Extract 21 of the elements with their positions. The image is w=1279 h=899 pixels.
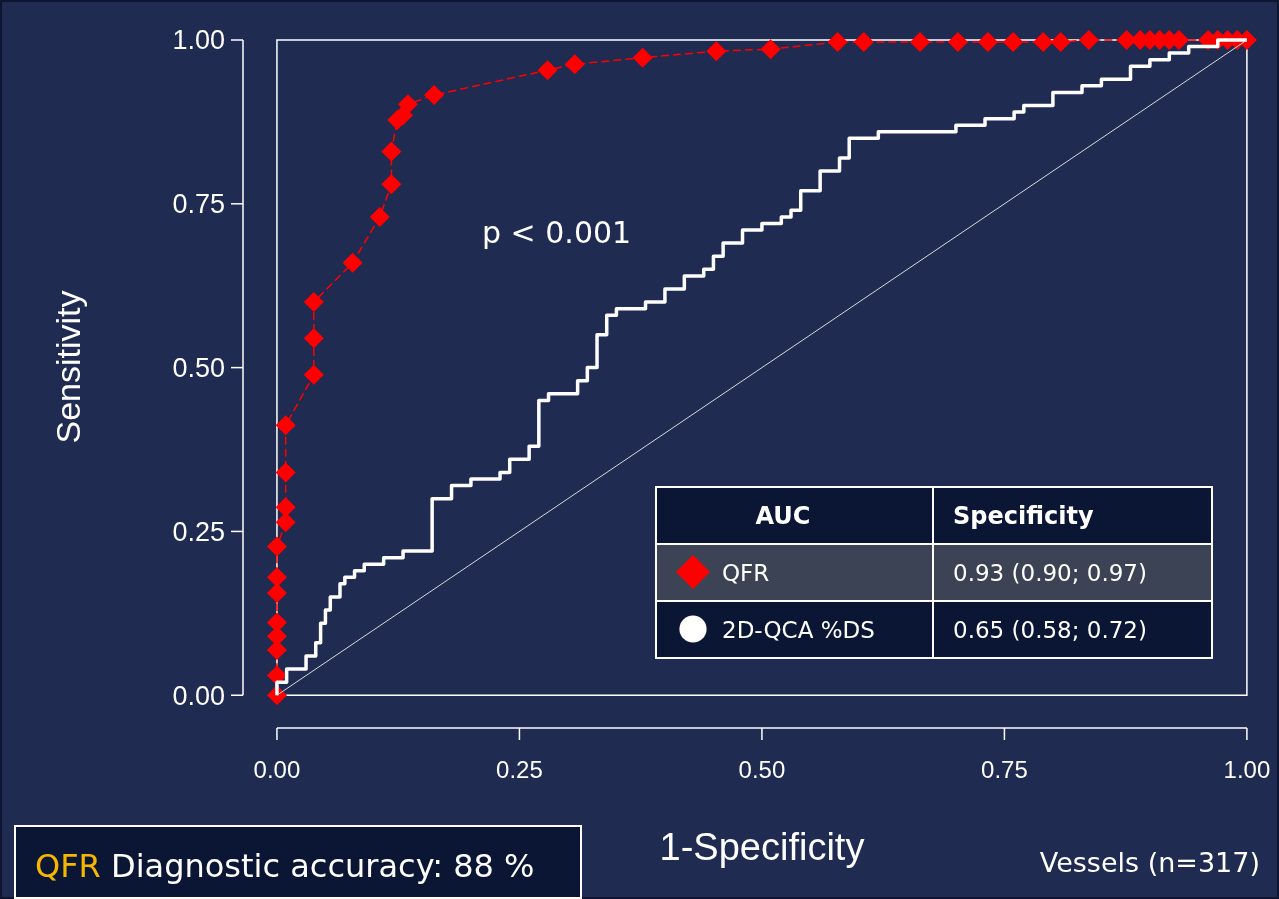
y-tick-label: 0.25: [172, 516, 225, 547]
x-tick-label: 0.75: [981, 756, 1028, 783]
legend-label: 2D-QCA %DS: [722, 617, 875, 643]
legend-title: AUC: [755, 502, 811, 530]
text: QFR Diagnostic accuracy: 88 %: [35, 847, 535, 885]
annotation: 0.65 (0.58; 0.72): [953, 617, 1147, 643]
annotation: p < 0.001: [482, 215, 632, 250]
x-tick-label: 0.00: [253, 756, 301, 783]
x-tick-label: 0.25: [496, 756, 543, 783]
x-axis-title: 1-Specificity: [659, 826, 865, 868]
y-tick-label: 0.75: [172, 189, 225, 220]
x-tick-label: 1.00: [1223, 756, 1271, 783]
text: Vessels (n=317): [1039, 847, 1260, 878]
legend-label: QFR: [722, 560, 770, 586]
y-tick-label: 0.00: [172, 680, 225, 711]
x-tick-label: 0.50: [738, 756, 786, 783]
y-tick-label: 1.00: [172, 25, 225, 56]
annotation: Specificity: [953, 502, 1094, 530]
annotation: 0.93 (0.90; 0.97): [953, 560, 1147, 586]
y-axis-title: Sensitivity: [49, 290, 87, 444]
y-tick-label: 0.50: [172, 353, 225, 384]
